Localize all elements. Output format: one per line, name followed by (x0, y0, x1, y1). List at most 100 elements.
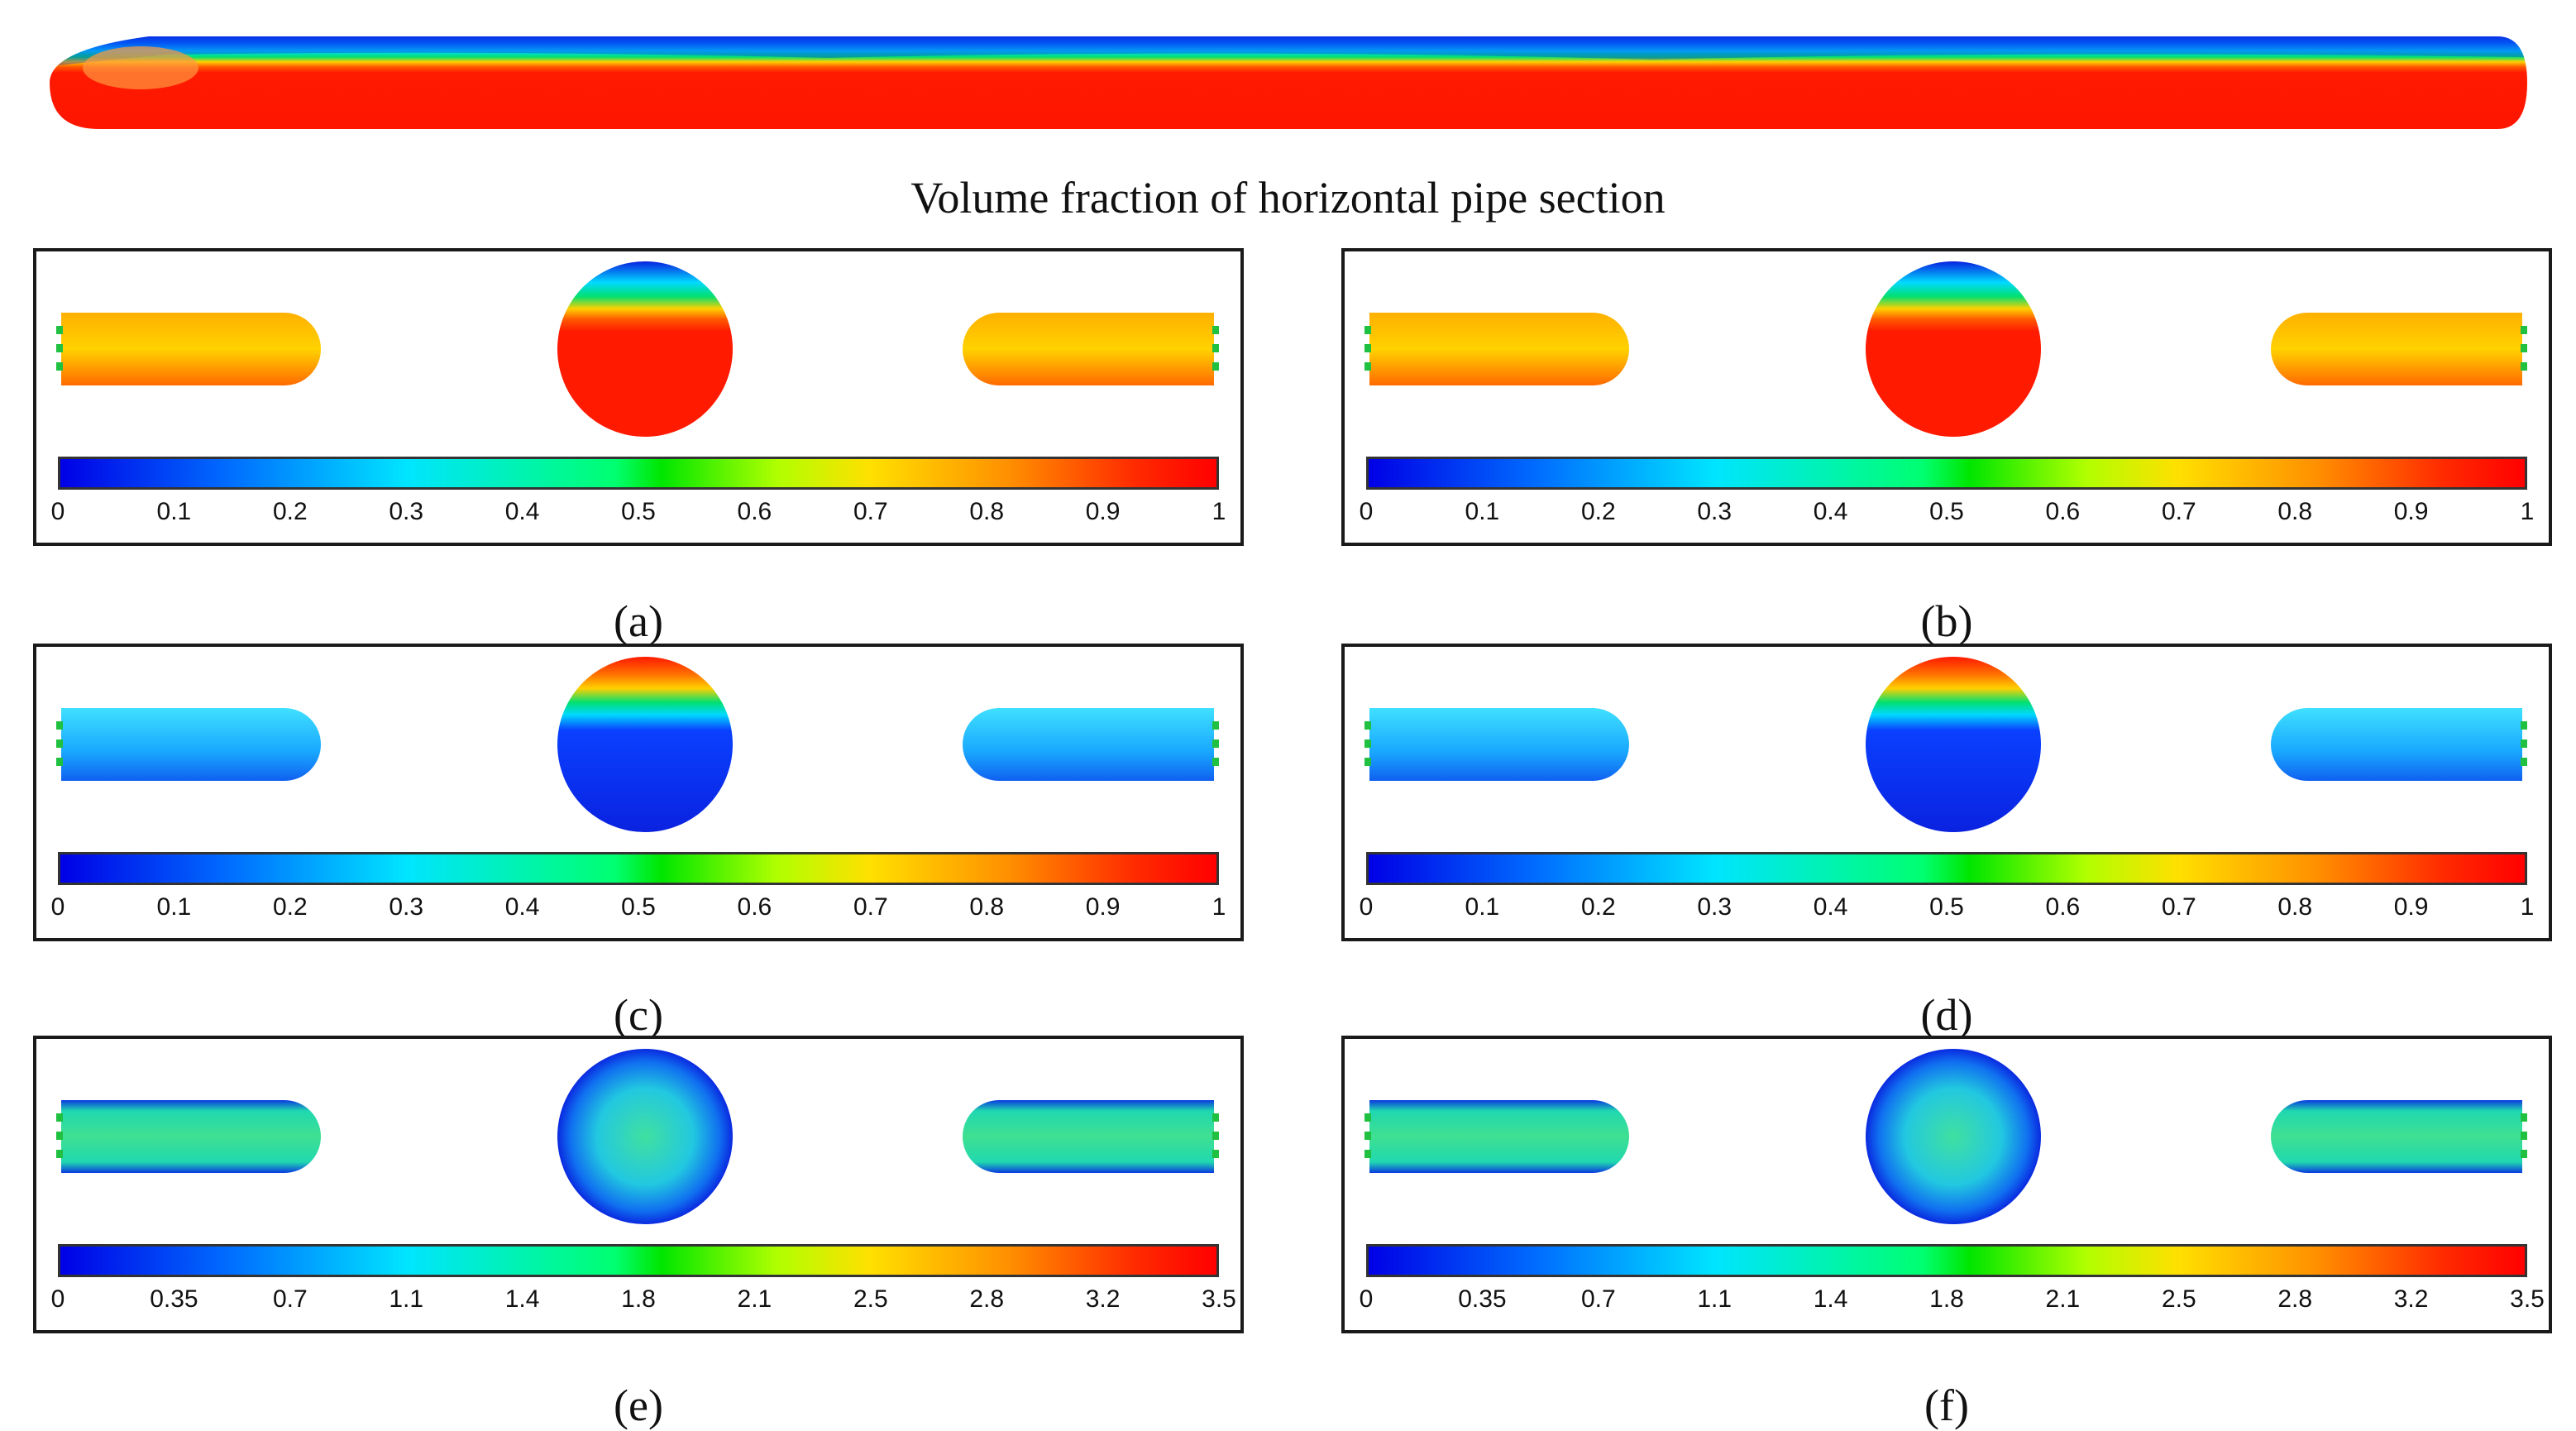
inlet-markers-left (56, 721, 63, 766)
scale-tick-label: 0.7 (2161, 498, 2196, 525)
scale-tick-label: 0.6 (737, 498, 772, 525)
right-branch-pipe (963, 1100, 1214, 1173)
pipe-cross-section (1866, 1049, 2041, 1224)
scale-tick-label: 0.9 (1085, 498, 1121, 525)
left-branch-pipe (1369, 1100, 1629, 1173)
figure-title: Volume fraction of horizontal pipe secti… (910, 173, 1666, 223)
inlet-markers-left (56, 326, 63, 371)
inlet-markers-right (1212, 721, 1219, 766)
right-branch-pipe (2271, 708, 2522, 781)
pipe-cross-section (557, 261, 733, 437)
scale-tick-label: 0.6 (2045, 893, 2081, 921)
scale-tick-label: 2.8 (969, 1285, 1005, 1313)
left-branch-pipe (1369, 708, 1629, 781)
inlet-markers-right (2521, 326, 2527, 371)
scale-tick-label: 0 (1359, 498, 1374, 525)
color-scale-bar (58, 457, 1219, 490)
scale-tick-label: 1.8 (621, 1285, 656, 1313)
contour-panel-b: 0 0.1 0.2 0.3 0.4 0.5 0.6 0.7 0.8 0.9 1 (1341, 248, 2552, 546)
scale-tick-label: 0.3 (389, 498, 424, 525)
scale-tick-label: 0 (1359, 893, 1374, 921)
left-branch-pipe (61, 1100, 321, 1173)
inlet-markers-right (2521, 721, 2527, 766)
contour-panel-d: 0 0.1 0.2 0.3 0.4 0.5 0.6 0.7 0.8 0.9 1 (1341, 644, 2552, 941)
scale-tick-label: 0.1 (156, 893, 192, 921)
pipe-cross-section (557, 657, 733, 832)
scale-tick-label: 2.1 (737, 1285, 772, 1313)
scale-tick-label: 0.8 (2277, 498, 2313, 525)
cross-section-contour (56, 1049, 1219, 1224)
inlet-markers-right (1212, 326, 1219, 371)
scale-tick-label: 0.9 (2393, 893, 2429, 921)
scale-tick-label: 2.1 (2045, 1285, 2081, 1313)
scale-tick-label: 1.8 (1929, 1285, 1964, 1313)
scale-tick-label: 3.2 (2393, 1285, 2429, 1313)
right-branch-pipe (963, 708, 1214, 781)
scale-tick-label: 0.3 (1697, 498, 1732, 525)
scale-tick-label: 2.5 (2161, 1285, 2196, 1313)
pipe-cross-section (1866, 657, 2041, 832)
scale-tick-label: 0.4 (504, 498, 540, 525)
panel-caption-a: (a) (614, 596, 663, 646)
scale-tick-label: 0.1 (1465, 893, 1500, 921)
scale-tick-label: 0.9 (2393, 498, 2429, 525)
scale-tick-label: 0.5 (621, 893, 656, 921)
inlet-markers-left (56, 1113, 63, 1158)
color-scale-bar (1366, 1244, 2527, 1277)
scale-tick-label: 0 (50, 1285, 65, 1313)
scale-tick-label: 0.35 (1458, 1285, 1507, 1313)
scale-tick-label: 0.9 (1085, 893, 1121, 921)
contour-panel-c: 0 0.1 0.2 0.3 0.4 0.5 0.6 0.7 0.8 0.9 1 (33, 644, 1244, 941)
scale-tick-label: 0.35 (150, 1285, 198, 1313)
scale-tick-label: 3.5 (1202, 1285, 1236, 1313)
scale-tick-label: 1.4 (1813, 1285, 1848, 1313)
scale-tick-label: 1 (1212, 893, 1226, 921)
scale-tick-label: 0.8 (2277, 893, 2313, 921)
scale-tick-label: 1 (1212, 498, 1226, 525)
inlet-markers-left (1364, 326, 1371, 371)
left-branch-pipe (1369, 313, 1629, 385)
color-scale-bar (58, 852, 1219, 885)
scale-tick-label: 2.8 (2277, 1285, 2313, 1313)
panel-caption-b: (b) (1920, 596, 1973, 646)
panel-caption-d: (d) (1920, 990, 1973, 1040)
scale-tick-label: 0.7 (272, 1285, 308, 1313)
scale-tick-label: 0.5 (621, 498, 656, 525)
scale-tick-label: 3.2 (1085, 1285, 1121, 1313)
panel-caption-c: (c) (614, 990, 663, 1040)
color-scale-bar (58, 1244, 1219, 1277)
contour-panel-a: 0 0.1 0.2 0.3 0.4 0.5 0.6 0.7 0.8 0.9 1 (33, 248, 1244, 546)
scale-tick-label: 0.5 (1929, 498, 1964, 525)
contour-panel-e: 0 0.35 0.7 1.1 1.4 1.8 2.1 2.5 2.8 3.2 3.5 (33, 1036, 1244, 1333)
scale-tick-label: 0.2 (272, 498, 308, 525)
scale-tick-label: 1 (2520, 498, 2535, 525)
panel-caption-e: (e) (614, 1381, 663, 1430)
scale-tick-label: 1.4 (504, 1285, 540, 1313)
right-branch-pipe (2271, 313, 2522, 385)
scale-tick-label: 0.7 (853, 893, 888, 921)
scale-tick-label: 0.8 (969, 498, 1005, 525)
left-branch-pipe (61, 313, 321, 385)
cross-section-contour (1364, 261, 2527, 437)
scale-tick-label: 0.1 (156, 498, 192, 525)
cross-section-contour (56, 657, 1219, 832)
scale-tick-label: 0.3 (389, 893, 424, 921)
pipe-cross-section (557, 1049, 733, 1224)
scale-tick-label: 0.7 (1580, 1285, 1616, 1313)
scale-tick-label: 0.5 (1929, 893, 1964, 921)
left-branch-pipe (61, 708, 321, 781)
scale-tick-label: 0.2 (1580, 893, 1616, 921)
scale-tick-label: 0.2 (1580, 498, 1616, 525)
scale-tick-label: 1.1 (1697, 1285, 1732, 1313)
inlet-markers-left (1364, 1113, 1371, 1158)
horizontal-pipe-contour (50, 36, 2527, 129)
panel-caption-f: (f) (1924, 1381, 1969, 1430)
scale-tick-label: 3.5 (2510, 1285, 2545, 1313)
pipe-cross-section (1866, 261, 2041, 437)
scale-tick-label: 0.4 (504, 893, 540, 921)
color-scale-bar (1366, 852, 2527, 885)
cross-section-contour (1364, 657, 2527, 832)
scale-tick-label: 0 (1359, 1285, 1374, 1313)
scale-tick-label: 0.3 (1697, 893, 1732, 921)
cross-section-contour (56, 261, 1219, 437)
